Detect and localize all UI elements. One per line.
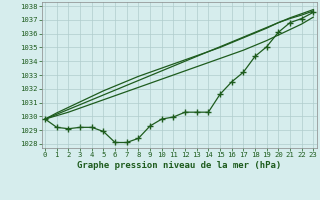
X-axis label: Graphe pression niveau de la mer (hPa): Graphe pression niveau de la mer (hPa) xyxy=(77,161,281,170)
